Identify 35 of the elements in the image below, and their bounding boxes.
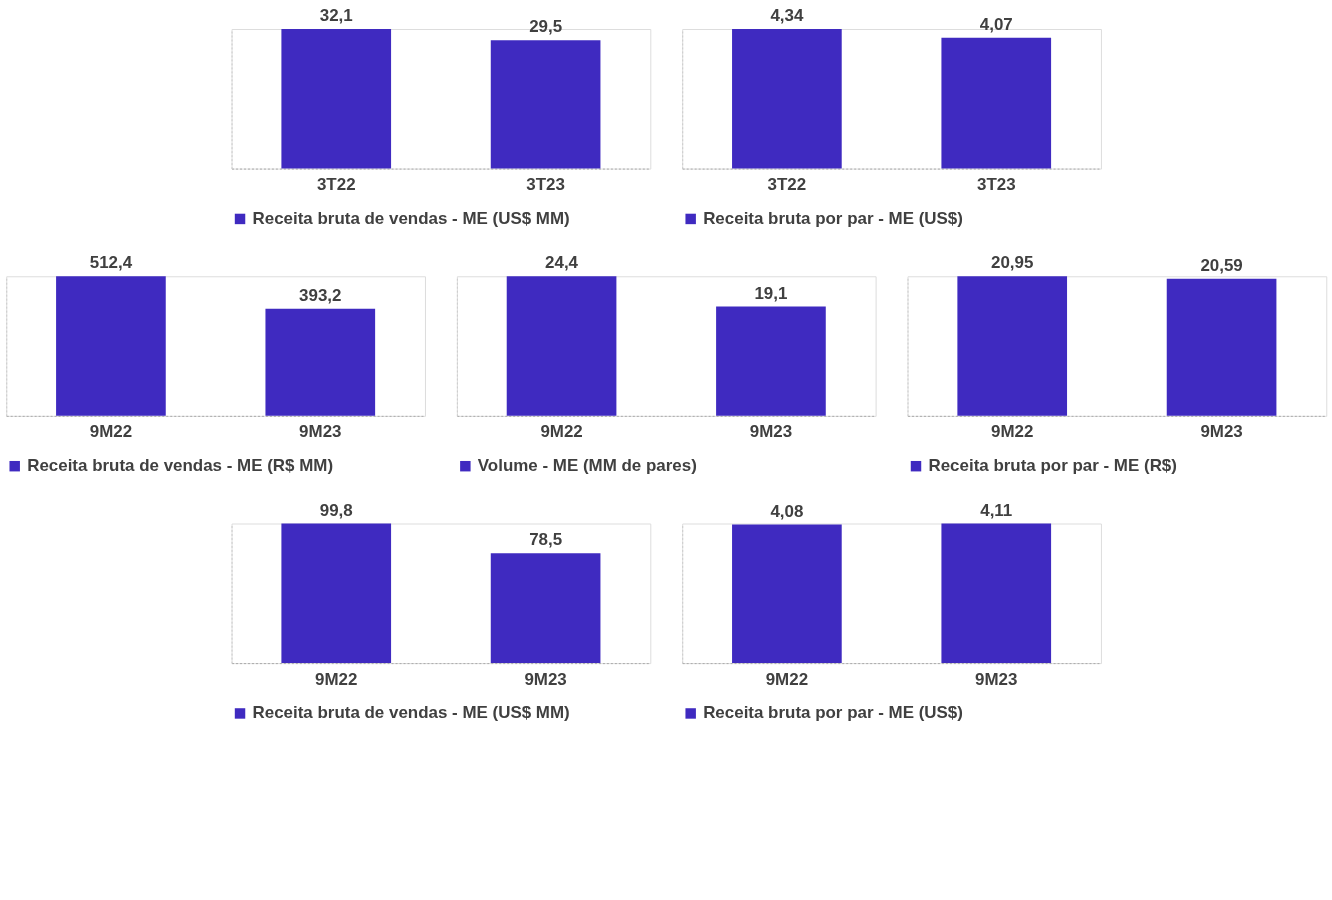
x-tick-label: 3T22: [767, 175, 807, 195]
legend-label: Volume - ME (MM de pares): [477, 456, 697, 476]
x-tick-label: 9M22: [89, 422, 133, 442]
x-tick-label: 3T23: [976, 175, 1016, 195]
x-tick-label: 9M22: [315, 669, 358, 689]
data-label: 99,8: [319, 500, 353, 520]
x-tick-label: 9M23: [524, 669, 567, 689]
legend-label: Receita bruta por par - ME (R$): [928, 456, 1177, 476]
legend-label: Receita bruta de vendas - ME (R$ MM): [27, 456, 334, 476]
legend-label: Receita bruta de vendas - ME (US$ MM): [252, 208, 570, 228]
data-label: 512,4: [89, 253, 133, 273]
legend-label: Receita bruta de vendas - ME (US$ MM): [252, 703, 570, 723]
data-label: 4,07: [979, 14, 1013, 34]
data-label: 20,95: [991, 253, 1034, 273]
x-tick-label: 3T23: [526, 175, 565, 195]
data-label: 4,11: [980, 500, 1013, 520]
data-label: 24,4: [545, 253, 579, 273]
x-tick-label: 9M22: [765, 669, 809, 689]
x-tick-label: 9M22: [540, 422, 583, 442]
x-tick-label: 3T22: [316, 175, 356, 195]
x-tick-label: 9M23: [975, 669, 1018, 689]
x-tick-label: 9M22: [991, 422, 1034, 442]
legend-label: Receita bruta por par - ME (US$): [703, 208, 963, 228]
data-label: 20,59: [1200, 255, 1243, 275]
x-tick-label: 9M23: [299, 422, 342, 442]
data-label: 32,1: [319, 6, 353, 26]
data-label: 19,1: [754, 283, 788, 303]
x-tick-label: 9M23: [1200, 422, 1243, 442]
data-label: 29,5: [529, 17, 563, 37]
data-label: 393,2: [299, 285, 342, 305]
data-label: 4,08: [770, 501, 804, 521]
x-tick-label: 9M23: [749, 422, 793, 442]
data-label: 4,34: [770, 6, 804, 26]
data-label: 78,5: [529, 530, 563, 550]
legend-label: Receita bruta por par - ME (US$): [703, 703, 963, 723]
